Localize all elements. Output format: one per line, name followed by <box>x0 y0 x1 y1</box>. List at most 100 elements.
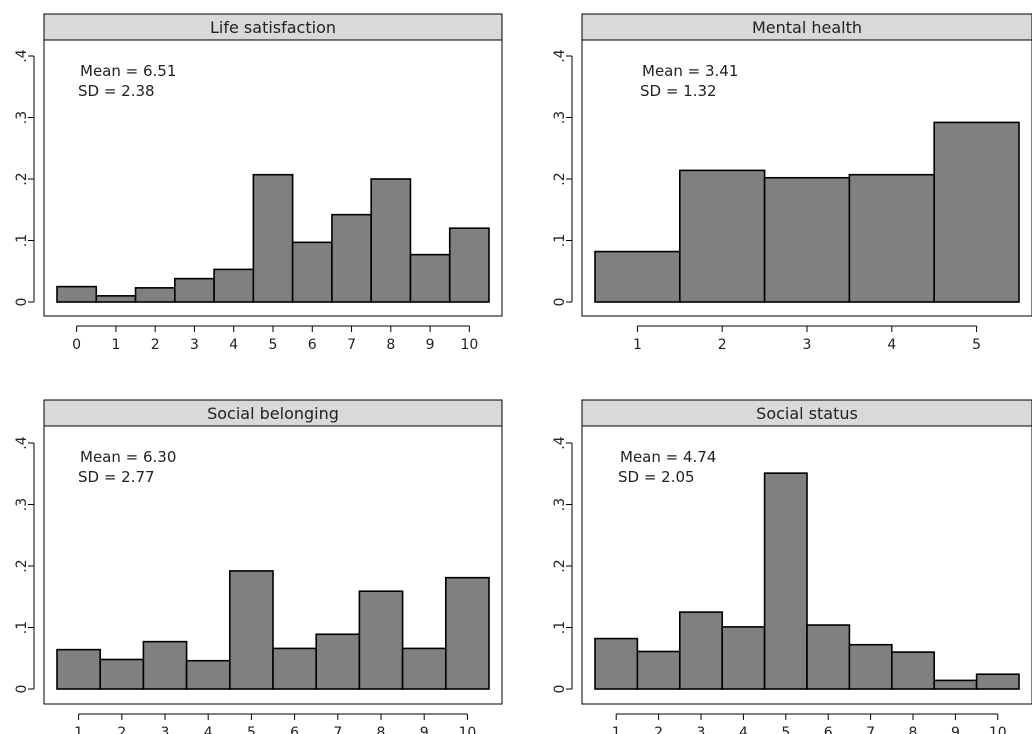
bar-10 <box>444 576 490 690</box>
y-tick-label: .4 <box>552 49 568 62</box>
bar-2 <box>99 658 145 690</box>
y-tick-label: .2 <box>552 172 568 185</box>
x-tick-label: 7 <box>866 725 875 734</box>
y-tick-label: .1 <box>552 621 568 634</box>
bar-5 <box>229 570 274 690</box>
mean-label: Mean = 6.51 <box>80 62 176 80</box>
bar-9 <box>401 647 447 690</box>
bar-2 <box>678 169 766 303</box>
x-tick-label: 9 <box>420 725 429 734</box>
x-tick-label: 6 <box>290 725 299 734</box>
bar-1 <box>56 648 102 690</box>
x-tick-label: 6 <box>308 337 317 353</box>
panel-title: Social status <box>756 404 858 423</box>
x-tick-label: 3 <box>161 725 170 734</box>
x-tick-label: 1 <box>111 337 120 353</box>
x-tick-label: 3 <box>190 337 199 353</box>
x-tick-label: 2 <box>718 337 727 353</box>
bar-3 <box>678 611 723 690</box>
sd-label: SD = 1.32 <box>640 82 717 100</box>
x-tick-label: 3 <box>803 337 812 353</box>
panel-life-satisfaction: Life satisfaction 0 .1 .2 .3 .4 0 1 2 3 4 5 6 7 8 9 10 Me… <box>14 13 503 353</box>
x-tick-label: 10 <box>458 725 476 734</box>
x-tick-label: 2 <box>117 725 126 734</box>
x-tick-label: 7 <box>347 337 356 353</box>
x-tick-label: 3 <box>697 725 706 734</box>
panel-header <box>43 13 503 41</box>
x-tick-label: 6 <box>824 725 833 734</box>
x-tick-label: 4 <box>204 725 213 734</box>
y-tick-label: .1 <box>552 234 568 247</box>
bar-3 <box>174 277 215 303</box>
x-tick-label: 8 <box>377 725 386 734</box>
y-tick-label: .3 <box>552 111 568 124</box>
bar-8 <box>890 651 935 690</box>
x-tick-label: 1 <box>74 725 83 734</box>
bar-3 <box>142 640 188 690</box>
bar-1 <box>594 637 639 690</box>
x-tick-label: 9 <box>951 725 960 734</box>
x-tick-label: 1 <box>612 725 621 734</box>
panel-social-status: Social status 0 .1 .2 .3 .4 1 2 3 4 5 6 7 8 9 10 Mean = … <box>552 399 1032 734</box>
bar-10 <box>448 227 490 303</box>
x-tick-label: 8 <box>386 337 395 353</box>
y-tick-label: .4 <box>14 436 30 449</box>
x-tick-label: 4 <box>229 337 238 353</box>
y-tick-label: .2 <box>14 172 30 185</box>
panel-mental-health: Mental health 0 .1 .2 .3 .4 1 2 3 4 5 Mean = 3.41 SD… <box>552 13 1032 353</box>
sd-label: SD = 2.77 <box>78 468 155 486</box>
bar-8 <box>370 178 412 303</box>
y-tick-label: .2 <box>14 559 30 572</box>
bar-8 <box>358 590 404 690</box>
bar-6 <box>272 647 318 690</box>
bar-7 <box>331 213 372 303</box>
bar-9 <box>409 253 451 303</box>
panel-header <box>581 13 1032 41</box>
x-tick-label: 5 <box>972 337 981 353</box>
bar-0 <box>56 285 98 303</box>
y-tick-label: .3 <box>14 111 30 124</box>
mean-label: Mean = 4.74 <box>620 448 716 466</box>
sd-label: SD = 2.38 <box>78 82 155 100</box>
bar-10 <box>975 673 1020 690</box>
x-tick-label: 2 <box>654 725 663 734</box>
y-tick-label: .4 <box>552 436 568 449</box>
y-tick-label: 0 <box>14 298 30 307</box>
bar-4 <box>721 626 766 690</box>
x-tick-label: 5 <box>269 337 278 353</box>
panel-title: Mental health <box>752 18 862 37</box>
y-tick-label: .3 <box>552 498 568 511</box>
bar-7 <box>315 633 361 690</box>
y-tick-label: .1 <box>14 621 30 634</box>
x-tick-label: 4 <box>887 337 896 353</box>
y-tick-label: .3 <box>14 498 30 511</box>
bar-4 <box>213 268 255 303</box>
y-tick-label: .4 <box>14 49 30 62</box>
bar-2 <box>636 650 681 690</box>
y-tick-label: 0 <box>14 685 30 694</box>
bar-5 <box>763 472 808 690</box>
x-tick-label: 0 <box>72 337 81 353</box>
x-tick-label: 10 <box>989 725 1007 734</box>
x-tick-label: 9 <box>426 337 435 353</box>
x-tick-label: 2 <box>151 337 160 353</box>
panel-title: Social belonging <box>207 404 339 423</box>
x-tick-label: 5 <box>247 725 256 734</box>
x-tick-label: 7 <box>333 725 342 734</box>
bar-4 <box>185 659 231 690</box>
x-tick-label: 8 <box>909 725 918 734</box>
mean-label: Mean = 3.41 <box>642 62 738 80</box>
panel-header <box>43 399 503 427</box>
bar-7 <box>848 643 893 690</box>
bar-4 <box>848 173 936 303</box>
bar-6 <box>806 624 851 690</box>
y-tick-label: 0 <box>552 298 568 307</box>
bar-1 <box>95 295 137 303</box>
mean-label: Mean = 6.30 <box>80 448 176 466</box>
x-tick-label: 1 <box>633 337 642 353</box>
bar-1 <box>594 250 681 303</box>
y-tick-label: .2 <box>552 559 568 572</box>
bar-5 <box>252 173 294 303</box>
bar-2 <box>134 287 176 303</box>
